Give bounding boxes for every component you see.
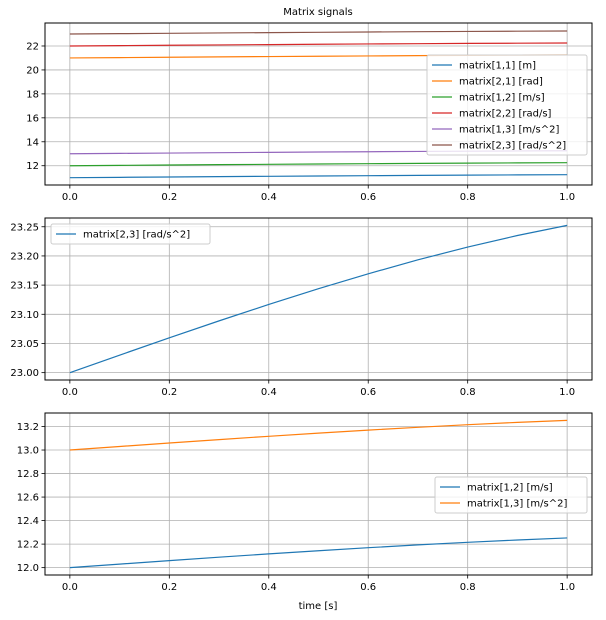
x-tick-label: 0.8 xyxy=(460,582,476,593)
legend-box xyxy=(426,54,588,156)
y-tick-label: 18 xyxy=(26,89,39,100)
series-line xyxy=(69,42,568,47)
x-tick-label: 0.8 xyxy=(460,192,476,203)
legend-label: matrix[1,2] [m/s] xyxy=(467,483,553,494)
x-tick-label: 0.6 xyxy=(360,192,376,203)
series-line xyxy=(69,224,568,374)
y-tick-label: 12.4 xyxy=(17,516,39,527)
x-tick-label: 1.0 xyxy=(559,582,575,593)
x-tick-label: 0.0 xyxy=(62,582,78,593)
series-line xyxy=(69,162,568,167)
y-tick-label: 23.10 xyxy=(10,310,39,321)
x-tick-label: 1.0 xyxy=(559,387,575,398)
y-tick-label: 22 xyxy=(26,41,39,52)
legend-label: matrix[1,3] [m/s^2] xyxy=(459,125,559,136)
x-axis-label: time [s] xyxy=(299,601,338,612)
legend-label: matrix[1,1] [m] xyxy=(459,61,536,72)
x-tick-label: 0.4 xyxy=(261,582,277,593)
legend-box xyxy=(434,476,588,514)
x-tick-label: 1.0 xyxy=(559,192,575,203)
axes-frame xyxy=(44,22,593,186)
y-tick-label: 16 xyxy=(26,113,39,124)
subplot-2: 0.0 0.2 0.4 0.6 0.8 1.0 23.00 23.05 23.10 23.15 23… xyxy=(10,217,593,398)
x-tick-label: 0.8 xyxy=(460,387,476,398)
axes-frame xyxy=(44,217,593,381)
series-line xyxy=(69,30,568,35)
subplot-1: 0.0 0.2 0.4 0.6 0.8 1.0 12 14 16 18 20 22 matrix[1,1… xyxy=(26,22,593,203)
x-tick-label: 0.4 xyxy=(261,192,277,203)
legend-box xyxy=(50,223,211,245)
y-tick-label: 12 xyxy=(26,161,39,172)
y-tick-label: 23.05 xyxy=(10,339,39,350)
legend-label: matrix[2,3] [rad/s^2] xyxy=(459,141,566,152)
legend-label: matrix[2,1] [rad] xyxy=(459,77,543,88)
series-line xyxy=(69,174,568,179)
legend-label: matrix[1,2] [m/s] xyxy=(459,93,545,104)
y-tick-label: 23.15 xyxy=(10,281,39,292)
legend: matrix[2,3] [rad/s^2] xyxy=(50,223,211,245)
legend: matrix[1,1] [m] matrix[2,1] [rad] matrix[1… xyxy=(426,54,588,156)
x-tick-label: 0.0 xyxy=(62,192,78,203)
legend: matrix[1,2] [m/s] matrix[1,3] [m/s^2] xyxy=(434,476,588,514)
chart-title: Matrix signals xyxy=(283,7,352,18)
legend-label: matrix[1,3] [m/s^2] xyxy=(467,499,567,510)
axes-frame xyxy=(44,412,593,576)
y-tick-label: 13.2 xyxy=(17,422,39,433)
y-tick-label: 12.8 xyxy=(17,469,39,480)
x-tick-label: 0.2 xyxy=(161,582,177,593)
y-tick-label: 14 xyxy=(26,137,39,148)
series-line xyxy=(69,537,568,569)
y-tick-label: 23.00 xyxy=(10,368,39,379)
y-tick-label: 12.0 xyxy=(17,563,39,574)
series-line xyxy=(69,419,568,451)
x-tick-label: 0.6 xyxy=(360,582,376,593)
x-tick-label: 0.0 xyxy=(62,387,78,398)
legend-label: matrix[2,3] [rad/s^2] xyxy=(83,230,190,241)
y-tick-label: 20 xyxy=(26,65,39,76)
y-tick-label: 23.20 xyxy=(10,251,39,262)
y-tick-label: 12.2 xyxy=(17,540,39,551)
y-tick-label: 13.0 xyxy=(17,446,39,457)
x-tick-label: 0.6 xyxy=(360,387,376,398)
y-tick-label: 23.25 xyxy=(10,222,39,233)
x-tick-label: 0.2 xyxy=(161,387,177,398)
subplot-3: 0.0 0.2 0.4 0.6 0.8 1.0 12.0 12.2 12.4 12.6 12.8 13… xyxy=(17,412,593,593)
legend-label: matrix[2,2] [rad/s] xyxy=(459,109,552,120)
y-tick-label: 12.6 xyxy=(17,493,39,504)
x-tick-label: 0.4 xyxy=(261,387,277,398)
x-tick-label: 0.2 xyxy=(161,192,177,203)
